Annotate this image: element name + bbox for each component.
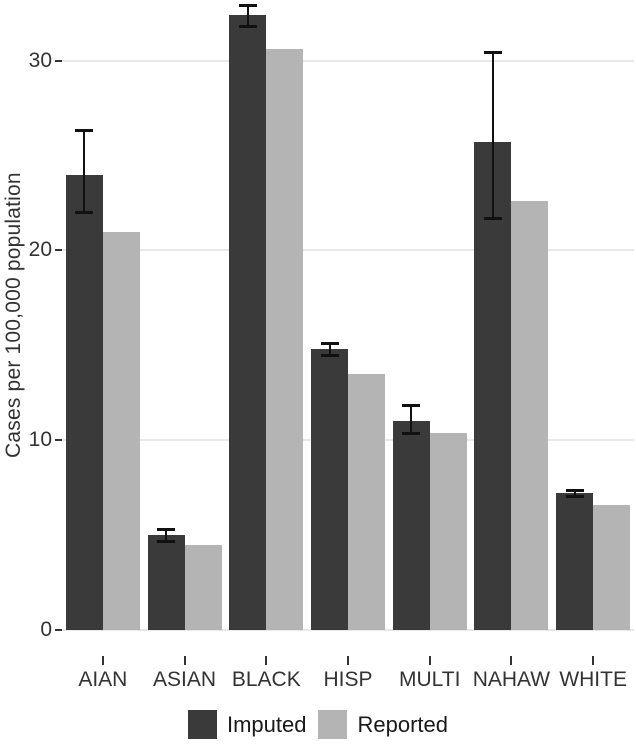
errorbar-line-black: [246, 3, 249, 29]
bar-imputed-asian: [147, 535, 185, 630]
bar-reported-hisp: [348, 373, 385, 630]
x-tick-label-aian: AIAN: [78, 668, 128, 691]
bar-imputed-black: [229, 15, 267, 630]
errorbar-line-nahaw: [491, 51, 494, 221]
y-tick-label-0: 0: [40, 618, 52, 641]
errorbar-cap-top-multi: [402, 404, 421, 408]
errorbar-cap-bottom-black: [238, 25, 257, 29]
errorbar-cap-top-nahaw: [483, 51, 502, 55]
errorbar-cap-top-aian: [75, 129, 94, 133]
gridline-y-30: [62, 59, 634, 62]
legend: Imputed Reported: [0, 710, 636, 739]
errorbar-cap-bottom-asian: [157, 539, 176, 543]
errorbar-line-multi: [410, 404, 413, 435]
x-tick-mark-hisp: [347, 656, 349, 665]
y-tick-label-30: 30: [28, 48, 52, 72]
y-tick-mark-0: [55, 629, 62, 631]
y-tick-mark-10: [55, 439, 62, 442]
bar-imputed-nahaw: [474, 142, 512, 630]
bar-group-black: [229, 0, 304, 630]
bar-reported-nahaw: [511, 201, 549, 630]
x-tick-mark-aian: [101, 656, 104, 665]
errorbar-cap-bottom-hisp: [320, 353, 339, 357]
errorbar-line-aian: [83, 129, 86, 215]
bar-reported-white: [593, 504, 631, 630]
bar-reported-black: [266, 49, 304, 630]
gridline-y-0: [62, 629, 634, 631]
errorbar-line-white: [573, 488, 576, 499]
x-tick-mark-asian: [183, 656, 186, 665]
errorbar-cap-top-black: [238, 3, 257, 7]
bar-group-asian: [147, 0, 222, 630]
legend-label-imputed: Imputed: [226, 711, 307, 737]
legend-swatch-reported: [318, 710, 348, 739]
legend-swatch-imputed: [187, 710, 217, 739]
errorbar-line-hisp: [328, 341, 331, 357]
x-tick-mark-nahaw: [510, 656, 513, 665]
bar-imputed-hisp: [311, 349, 348, 630]
y-tick-label-10: 10: [28, 428, 52, 452]
x-tick-mark-black: [265, 656, 268, 665]
x-tick-label-nahaw: NAHAW: [472, 668, 551, 691]
x-tick-mark-white: [592, 656, 595, 665]
errorbar-line-asian: [165, 527, 168, 543]
bar-reported-aian: [102, 231, 140, 630]
y-tick-mark-30: [55, 59, 62, 62]
bar-reported-asian: [184, 544, 222, 630]
x-tick-mark-multi: [428, 656, 431, 665]
gridline-y-20: [62, 249, 634, 252]
x-tick-label-black: BLACK: [231, 668, 301, 691]
legend-item-imputed: Imputed: [187, 710, 307, 739]
legend-label-reported: Reported: [357, 711, 448, 737]
bar-imputed-multi: [392, 421, 430, 630]
errorbar-cap-bottom-white: [565, 495, 584, 499]
errorbar-cap-top-asian: [157, 527, 176, 531]
x-tick-label-hisp: HISP: [323, 668, 373, 691]
errorbar-cap-top-white: [565, 488, 584, 492]
bar-reported-multi: [429, 432, 467, 630]
errorbar-cap-top-hisp: [320, 341, 339, 345]
y-tick-mark-20: [55, 249, 62, 252]
x-tick-label-asian: ASIAN: [153, 668, 217, 691]
errorbar-cap-bottom-nahaw: [483, 217, 502, 221]
bar-group-white: [556, 0, 631, 630]
x-tick-label-multi: MULTI: [398, 668, 461, 691]
bar-group-hisp: [311, 0, 385, 630]
bar-imputed-aian: [65, 174, 103, 630]
errorbar-cap-bottom-aian: [75, 211, 94, 215]
plot-panel: [62, 0, 634, 631]
legend-item-reported: Reported: [318, 710, 448, 739]
x-tick-label-white: WHITE: [559, 668, 627, 691]
errorbar-cap-bottom-multi: [402, 431, 421, 435]
y-tick-label-20: 20: [28, 238, 52, 262]
bar-imputed-white: [556, 493, 594, 630]
y-axis-title: Cases per 100,000 population: [2, 172, 25, 458]
bar-group-aian: [65, 0, 140, 630]
bar-group-multi: [392, 0, 467, 630]
bar-group-nahaw: [474, 0, 549, 630]
